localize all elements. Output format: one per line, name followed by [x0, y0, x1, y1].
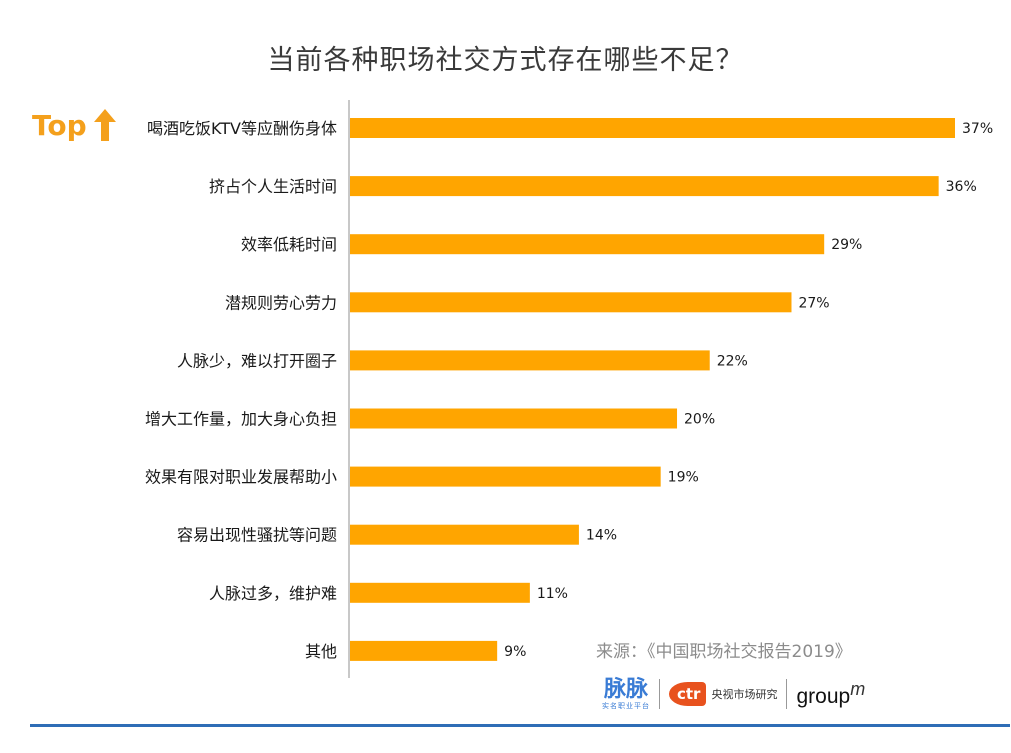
- value-label: 36%: [946, 179, 977, 195]
- groupm-logo-text: group: [796, 685, 851, 708]
- bar-chart: 喝酒吃饭KTV等应酬伤身体 37% 挤占个人生活时间 36% 效率低耗时间 29% 潜规则劳…: [145, 100, 993, 678]
- ctr-logo-mark: ctr: [669, 682, 707, 706]
- value-label: 14%: [586, 528, 617, 544]
- bottom-accent-line: [30, 724, 1010, 727]
- maimai-logo-text: 脉脉: [603, 676, 648, 702]
- category-label: 效率低耗时间: [241, 235, 337, 254]
- category-label: 容易出现性骚扰等问题: [177, 526, 337, 545]
- bar: [350, 466, 661, 487]
- category-label: 喝酒吃饭KTV等应酬伤身体: [147, 119, 337, 138]
- category-label: 增大工作量，加大身心负担: [145, 410, 337, 429]
- chart-title: 当前各种职场社交方式存在哪些不足？: [267, 45, 744, 76]
- logo-divider: [786, 679, 788, 709]
- logo-divider: [659, 679, 660, 709]
- category-label: 人脉少，难以打开圈子: [177, 351, 337, 370]
- value-label: 11%: [537, 586, 568, 602]
- maimai-logo-subtext: 实名职业平台: [602, 701, 650, 710]
- bar: [350, 176, 939, 197]
- bar: [350, 640, 498, 661]
- value-label: 29%: [831, 237, 862, 253]
- ctr-logo: ctr 央视市场研究: [669, 682, 777, 706]
- category-label: 人脉过多，维护难: [209, 584, 337, 603]
- value-label: 37%: [962, 121, 993, 137]
- ctr-logo-text: 央视市场研究: [711, 688, 778, 701]
- bar: [350, 234, 825, 255]
- bar: [350, 582, 530, 603]
- category-label: 其他: [305, 642, 337, 661]
- bar: [350, 350, 710, 371]
- bar: [350, 118, 955, 138]
- category-label: 潜规则劳心劳力: [225, 293, 337, 312]
- top-badge: Top: [32, 104, 117, 146]
- value-label: 19%: [668, 470, 699, 486]
- maimai-logo: 脉脉 实名职业平台: [602, 676, 650, 710]
- source-note: 来源：《中国职场社交报告2019》: [596, 642, 852, 662]
- groupm-logo-suffix: m: [850, 679, 866, 699]
- groupm-logo: groupm: [796, 679, 865, 709]
- up-arrow-icon: [93, 109, 116, 141]
- value-label: 20%: [684, 412, 715, 428]
- logo-strip: 脉脉 实名职业平台 ctr 央视市场研究 groupm: [602, 676, 865, 712]
- bar: [350, 524, 579, 545]
- category-label: 效果有限对职业发展帮助小: [145, 468, 337, 487]
- value-label: 9%: [504, 644, 526, 660]
- bar: [350, 292, 792, 313]
- value-label: 27%: [798, 295, 829, 311]
- bar: [350, 408, 678, 429]
- category-label: 挤占个人生活时间: [209, 177, 337, 196]
- top-label: Top: [32, 108, 87, 142]
- value-label: 22%: [717, 353, 748, 369]
